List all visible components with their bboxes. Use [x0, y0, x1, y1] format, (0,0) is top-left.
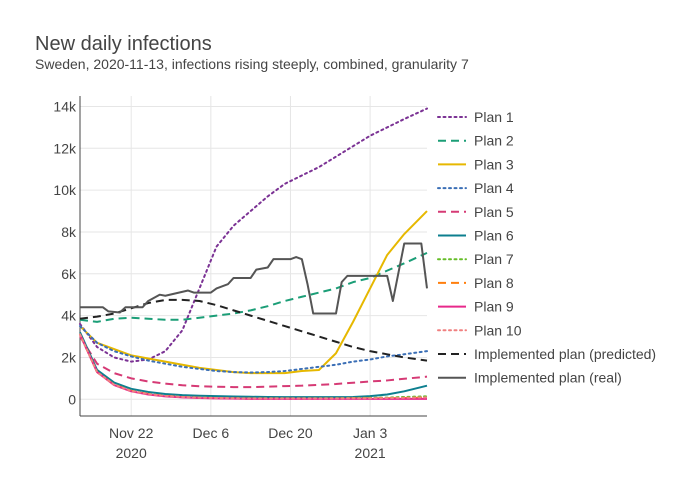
- x-tick-label: Dec 6: [193, 425, 230, 441]
- legend-item-plan-10[interactable]: Plan 10: [437, 322, 522, 338]
- x-tick-year-label: 2021: [355, 445, 386, 461]
- legend-label: Plan 6: [474, 228, 514, 244]
- legend-label: Plan 9: [474, 299, 514, 315]
- legend-item-plan-7[interactable]: Plan 7: [437, 251, 514, 267]
- x-tick-label: Dec 20: [268, 425, 313, 441]
- legend-label: Plan 10: [474, 322, 522, 338]
- series-line-plan-2: [79, 251, 428, 323]
- y-tick-label: 12k: [53, 140, 77, 156]
- legend-item-plan-4[interactable]: Plan 4: [437, 180, 514, 196]
- legend-label: Implemented plan (real): [474, 370, 622, 386]
- legend-label: Plan 4: [474, 180, 514, 196]
- x-tick-year-label: 2020: [116, 445, 147, 461]
- series-line-plan-6: [79, 331, 428, 399]
- legend-item-plan-2[interactable]: Plan 2: [438, 133, 514, 149]
- x-tick-label: Jan 3: [353, 425, 387, 441]
- series-line-plan-4: [79, 325, 428, 374]
- legend-label: Plan 8: [474, 275, 514, 291]
- plot-area: [79, 107, 428, 400]
- axes: 0 2k 4k 6k 8k 10k 12k 14k Nov 22 2020 Dec 6 Dec 20 J…: [53, 96, 427, 461]
- legend-item-plan-1[interactable]: Plan 1: [437, 109, 514, 125]
- legend-item-implemented-plan-predicted[interactable]: Implemented plan (predicted): [438, 346, 656, 362]
- x-tick-label: Nov 22: [109, 425, 154, 441]
- legend-item-plan-8[interactable]: Plan 8: [438, 275, 514, 291]
- grid: [80, 96, 427, 416]
- legend-label: Plan 2: [474, 133, 514, 149]
- y-tick-label: 4k: [61, 308, 77, 324]
- y-tick-label: 14k: [53, 98, 77, 114]
- series-line-plan-10: [79, 333, 428, 400]
- y-tick-label: 10k: [53, 182, 77, 198]
- series-line-plan-3: [79, 210, 428, 375]
- series-line-plan-1: [79, 107, 428, 363]
- legend-label: Plan 1: [474, 109, 514, 125]
- legend-label: Plan 5: [474, 204, 514, 220]
- legend[interactable]: Plan 1 Plan 2 Plan 3 Plan 4 Plan 5 Plan 6 Plan…: [437, 109, 656, 386]
- legend-item-plan-5[interactable]: Plan 5: [438, 204, 514, 220]
- y-tick-label: 6k: [61, 266, 77, 282]
- legend-label: Plan 3: [474, 156, 514, 172]
- legend-item-plan-3[interactable]: Plan 3: [438, 156, 514, 172]
- legend-label: Implemented plan (predicted): [474, 346, 656, 362]
- chart-subtitle: Sweden, 2020-11-13, infections rising st…: [35, 56, 469, 72]
- y-tick-label: 0: [68, 391, 76, 407]
- series-line-implemented-plan-real: [80, 242, 428, 315]
- chart-title: New daily infections: [35, 33, 212, 55]
- series-line-plan-5: [79, 335, 428, 389]
- legend-item-plan-9[interactable]: Plan 9: [438, 299, 514, 315]
- legend-label: Plan 7: [474, 251, 514, 267]
- legend-item-implemented-plan-real[interactable]: Implemented plan (real): [438, 370, 622, 386]
- legend-item-plan-6[interactable]: Plan 6: [438, 228, 514, 244]
- y-tick-label: 2k: [61, 349, 77, 365]
- y-tick-label: 8k: [61, 224, 77, 240]
